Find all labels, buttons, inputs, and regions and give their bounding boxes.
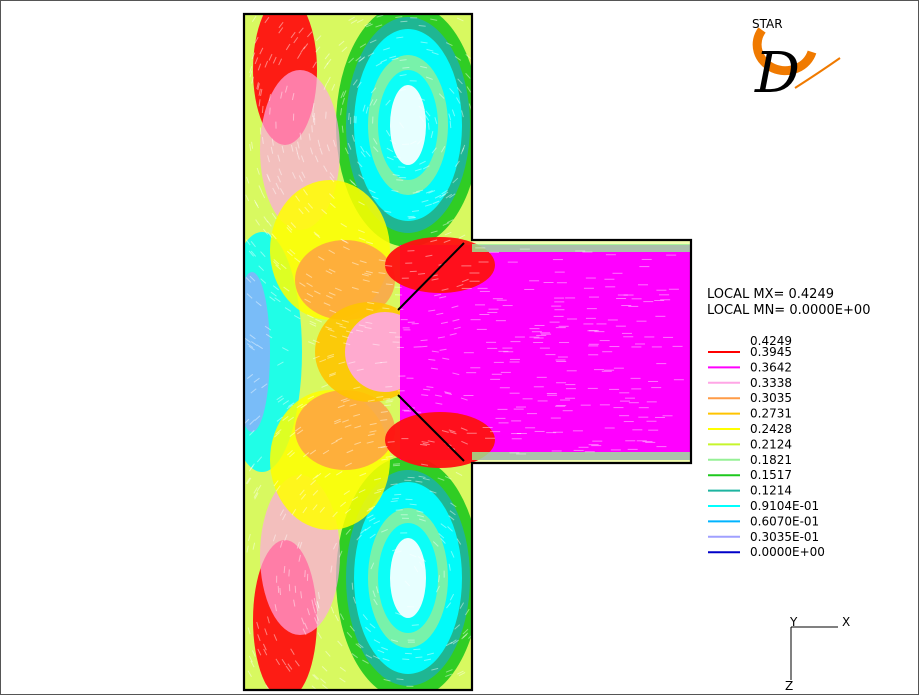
legend-value: 0.2731 [750,407,792,421]
legend-value: 0.3035 [750,391,792,405]
axis-triad: Y X Z [785,615,850,693]
legend-value: 0.2124 [750,437,792,451]
legend-max-label: LOCAL MX= 0.4249 [707,287,834,302]
star-cd-logo: STAR D [752,17,841,106]
logo-letter: D [754,41,800,106]
inlet-edge-upper [397,242,465,311]
color-legend: LOCAL MX= 0.4249 LOCAL MN= 0.0000E+00 0.… [707,287,870,559]
z-axis-label: Z [785,679,793,693]
legend-value: 0.3035E-01 [750,530,819,544]
legend-value: 0.6070E-01 [750,514,819,528]
legend-value: 0.1821 [750,453,792,467]
legend-min-label: LOCAL MN= 0.0000E+00 [707,303,870,318]
legend-top-value: 0.4249 [750,334,792,348]
logo-tail [794,57,841,89]
legend-value: 0.9104E-01 [750,499,819,513]
legend-value: 0.3338 [750,376,792,390]
legend-value: 0.1214 [750,484,792,498]
legend-value: 0.2428 [750,422,792,436]
y-axis-label: Y [789,615,798,629]
logo-brand-text: STAR [752,17,783,31]
x-axis-label: X [842,615,850,629]
legend-value: 0.0000E+00 [750,545,825,559]
inlet-edge-lower [397,394,465,462]
velocity-vector-field [244,14,691,690]
legend-value: 0.3945 [750,345,792,359]
legend-value: 0.1517 [750,468,792,482]
logo-swoosh [752,27,817,76]
legend-value: 0.3642 [750,360,792,374]
domain-outline [242,12,693,692]
